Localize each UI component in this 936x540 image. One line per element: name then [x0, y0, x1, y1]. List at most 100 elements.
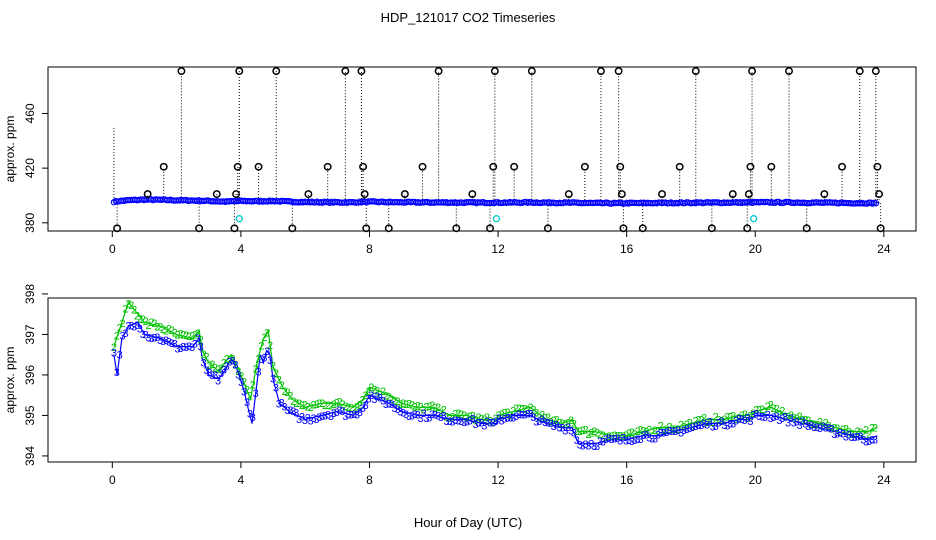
series-2-marker: 2 — [192, 330, 198, 342]
series-2-marker: 2 — [163, 326, 169, 338]
top-y-tick-label: 420 — [23, 158, 37, 178]
series-2-marker: 2 — [415, 400, 421, 412]
flagged-point — [490, 67, 499, 76]
series-2-marker: 2 — [406, 399, 412, 411]
series-2-marker: 2 — [828, 424, 834, 436]
series-3-marker: 3 — [831, 429, 837, 441]
flagged-point — [564, 190, 573, 199]
series-3-marker: 3 — [637, 434, 643, 446]
series-3-marker: 3 — [296, 414, 302, 426]
series-3-marker: 3 — [765, 410, 771, 422]
series-2-marker: 2 — [229, 354, 235, 366]
series-3-marker: 3 — [441, 410, 447, 422]
series-3-marker: 3 — [412, 409, 418, 421]
series-3-marker: 3 — [293, 408, 299, 420]
series-2-marker: 2 — [721, 414, 727, 426]
series-3-marker: 3 — [383, 399, 389, 411]
series-2-marker: 2 — [293, 398, 299, 410]
series-3-marker: 3 — [345, 410, 351, 422]
series-2-marker: 2 — [273, 368, 279, 380]
series-2-marker: 2 — [661, 425, 667, 437]
series-2-marker: 2 — [305, 401, 311, 413]
bottom-plot-frame — [47, 297, 917, 463]
series-2-marker: 2 — [773, 404, 779, 416]
series-3-marker: 3 — [250, 412, 256, 424]
series-3-marker: 3 — [125, 320, 131, 332]
series-2-marker: 2 — [351, 404, 357, 416]
series-3-marker: 3 — [718, 416, 724, 428]
series-3-marker: 3 — [611, 433, 617, 445]
series-2-marker: 2 — [397, 399, 403, 411]
series-3-marker: 3 — [759, 411, 765, 423]
series-3-marker: 3 — [802, 418, 808, 430]
series-3-marker: 3 — [551, 421, 557, 433]
series-2-marker: 2 — [565, 418, 571, 430]
flagged-point — [743, 224, 752, 233]
cyan-point — [492, 215, 501, 223]
flagged-point — [543, 224, 552, 233]
series-3-marker: 3 — [785, 417, 791, 429]
series-2-marker: 2 — [872, 422, 878, 434]
flagged-point — [580, 162, 589, 171]
series-3-marker: 3 — [229, 355, 235, 367]
series-3-marker: 3 — [513, 411, 519, 423]
series-2-marker: 2 — [186, 331, 192, 343]
series-2-marker: 2 — [629, 427, 635, 439]
series-2-marker: 2 — [490, 417, 496, 429]
series-3-marker: 3 — [814, 422, 820, 434]
series-2-marker: 2 — [823, 417, 829, 429]
series-2-marker: 2 — [302, 400, 308, 412]
series-2-marker: 2 — [603, 432, 609, 444]
series-3-marker: 3 — [559, 422, 565, 434]
flagged-point — [230, 224, 239, 233]
series-2-marker: 2 — [713, 412, 719, 424]
series-3-marker: 3 — [122, 328, 128, 340]
series-2-marker: 2 — [678, 420, 684, 432]
series-2-marker: 2 — [128, 300, 134, 312]
series-3-marker: 3 — [545, 418, 551, 430]
flagged-point — [876, 224, 885, 233]
series-3-marker: 3 — [429, 409, 435, 421]
series-2-marker: 2 — [510, 406, 516, 418]
series-3-marker: 3 — [675, 425, 681, 437]
series-3-marker: 3 — [394, 404, 400, 416]
series-2-marker: 2 — [120, 318, 126, 330]
series-3-marker: 3 — [516, 409, 522, 421]
series-3-marker: 3 — [834, 428, 840, 440]
series-2-marker: 2 — [435, 402, 441, 414]
flagged-point — [233, 162, 242, 171]
series-2-marker: 2 — [635, 426, 641, 438]
series-2-marker: 2 — [146, 320, 152, 332]
flagged-point — [871, 67, 880, 76]
series-3-marker: 3 — [652, 433, 658, 445]
series-3-marker: 3 — [256, 367, 262, 379]
top-x-tick-label: 20 — [749, 242, 763, 256]
series-2-marker: 2 — [432, 403, 438, 415]
series-3-marker: 3 — [212, 370, 218, 382]
x-axis-label: Hour of Day (UTC) — [414, 515, 522, 530]
series-3-marker: 3 — [727, 418, 733, 430]
series-3-marker: 3 — [302, 415, 308, 427]
series-3-marker: 3 — [403, 409, 409, 421]
series-3-marker: 3 — [351, 409, 357, 421]
series-3-marker: 3 — [724, 420, 730, 432]
series-3-marker: 3 — [339, 406, 345, 418]
series-2-marker: 2 — [339, 399, 345, 411]
series-2-marker: 2 — [739, 410, 745, 422]
series-2-marker: 2 — [753, 405, 759, 417]
series-3-marker: 3 — [493, 416, 499, 428]
cyan-point — [235, 215, 243, 223]
series-3-marker: 3 — [146, 333, 152, 345]
series-2-marker: 2 — [345, 402, 351, 414]
series-2-marker: 2 — [258, 340, 264, 352]
flagged-point — [418, 162, 427, 171]
series-3-marker: 3 — [640, 430, 646, 442]
series-3-marker: 3 — [461, 417, 467, 429]
series-3-marker: 3 — [753, 408, 759, 420]
series-3-marker: 3 — [435, 411, 441, 423]
series-2-marker: 2 — [299, 400, 305, 412]
series-3-marker: 3 — [704, 419, 710, 431]
series-3-marker: 3 — [322, 411, 328, 423]
series-3-marker: 3 — [779, 413, 785, 425]
series-3-marker: 3 — [742, 415, 748, 427]
